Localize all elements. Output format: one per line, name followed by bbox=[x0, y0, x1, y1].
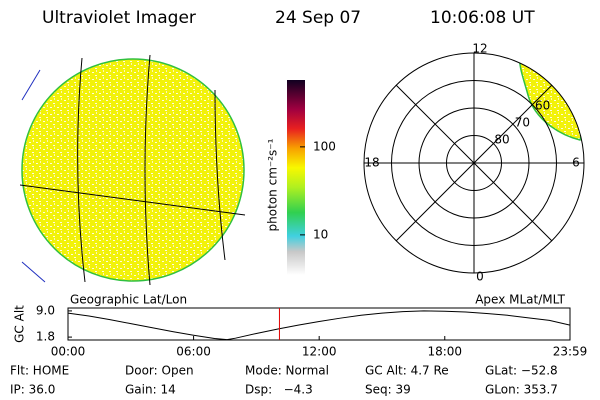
polar-label: Apex MLat/MLT bbox=[475, 293, 565, 307]
colorbar-tick-label: 10 bbox=[313, 227, 328, 241]
colorbar-tick-label: 100 bbox=[313, 139, 336, 153]
geo-label: Geographic Lat/Lon bbox=[70, 293, 187, 307]
status-field: IP: 36.0 bbox=[10, 383, 55, 397]
lat-ring bbox=[418, 107, 530, 219]
status-field: Door: Open bbox=[125, 364, 194, 378]
date: 24 Sep 07 bbox=[275, 8, 361, 28]
x-tick-label: 06:00 bbox=[176, 345, 211, 359]
status-field: Mode: Normal bbox=[245, 364, 329, 378]
time: 10:06:08 UT bbox=[430, 8, 535, 28]
lat-ring-label: 80 bbox=[494, 132, 509, 146]
status-field: GLon: 353.7 bbox=[485, 383, 558, 397]
polar-plot bbox=[363, 52, 585, 274]
mlt-label: 6 bbox=[572, 156, 580, 170]
lat-ring bbox=[446, 135, 502, 191]
gc-alt-line bbox=[67, 310, 571, 341]
mlt-label: 18 bbox=[364, 156, 379, 170]
colorbar bbox=[287, 80, 305, 275]
x-tick-label: 23:59 bbox=[553, 345, 588, 359]
status-field: Flt: HOME bbox=[10, 364, 69, 378]
timeline-frame bbox=[67, 307, 571, 341]
lat-ring bbox=[391, 80, 557, 246]
status-field: Seq: 39 bbox=[365, 383, 411, 397]
y-tick-label: 9.0 bbox=[36, 303, 55, 317]
status-field: Gain: 14 bbox=[125, 383, 176, 397]
status-field: GC Alt: 4.7 Re bbox=[365, 364, 449, 378]
title: Ultraviolet Imager bbox=[42, 8, 196, 28]
geo-image bbox=[20, 54, 246, 286]
mlt-label: 0 bbox=[476, 270, 484, 284]
x-tick-label: 12:00 bbox=[302, 345, 337, 359]
x-tick-label: 00:00 bbox=[51, 345, 86, 359]
mlt-label: 12 bbox=[472, 42, 487, 56]
x-tick-label: 18:00 bbox=[427, 345, 462, 359]
timeline-ylabel: GC Alt bbox=[13, 305, 27, 343]
lat-ring-label: 70 bbox=[515, 115, 530, 129]
status-field: Dsp: −4.3 bbox=[245, 383, 313, 397]
status-field: GLat: −52.8 bbox=[485, 364, 558, 378]
lat-ring-label: 60 bbox=[535, 98, 550, 112]
y-tick-label: 1.8 bbox=[36, 330, 55, 344]
colorbar-label: photon cm⁻²s⁻¹ bbox=[266, 138, 280, 231]
